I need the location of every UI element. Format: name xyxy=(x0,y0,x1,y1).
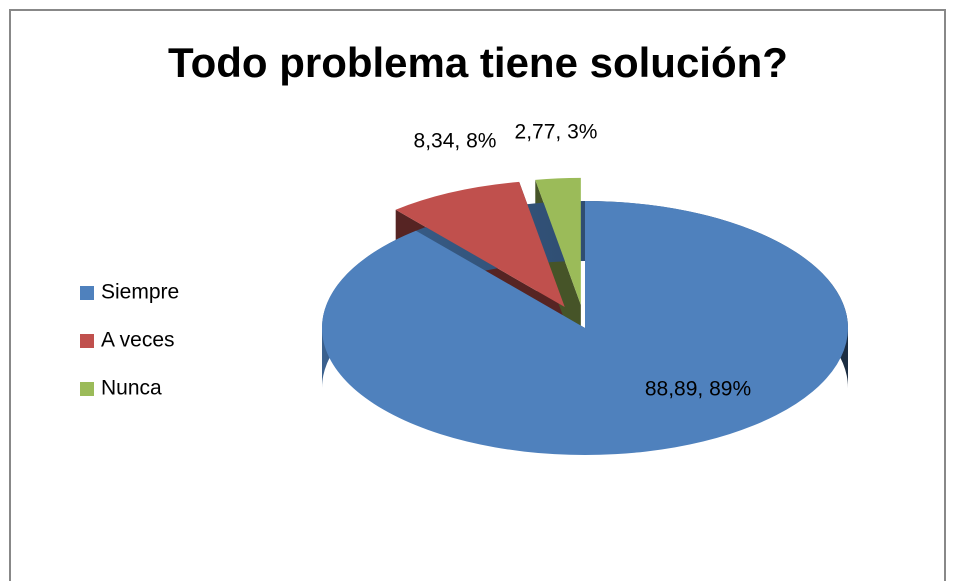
legend-label: Nunca xyxy=(101,377,162,400)
legend-label: Siempre xyxy=(101,281,179,304)
legend-label: A veces xyxy=(101,329,175,352)
data-label: 8,34, 8% xyxy=(414,130,497,153)
data-label: 2,77, 3% xyxy=(515,121,598,144)
slice xyxy=(321,201,848,455)
slice xyxy=(535,177,581,305)
chart-title: Todo problema tiene solución? xyxy=(168,39,788,86)
legend-swatch xyxy=(80,286,94,300)
legend-swatch xyxy=(80,382,94,396)
slice xyxy=(395,181,565,307)
legend-swatch xyxy=(80,334,94,348)
data-label: 88,89, 89% xyxy=(645,378,751,401)
